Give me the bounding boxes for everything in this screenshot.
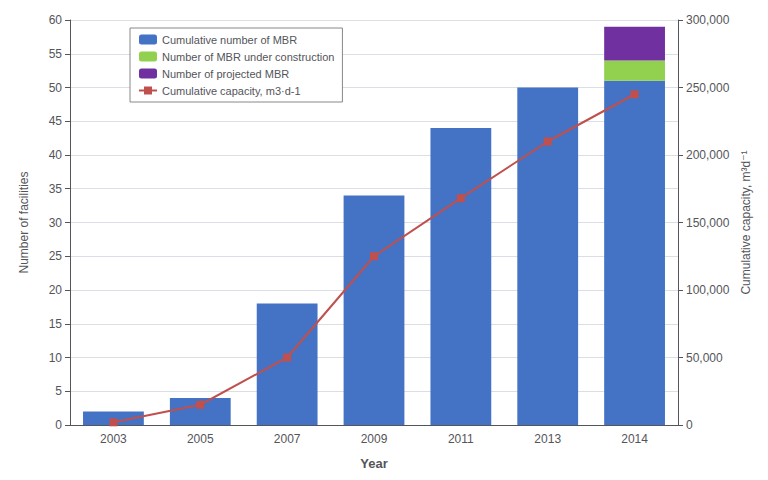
- svg-text:Cumulative number of MBR: Cumulative number of MBR: [162, 34, 297, 46]
- svg-text:15: 15: [49, 317, 63, 331]
- svg-text:300,000: 300,000: [686, 13, 730, 27]
- svg-text:5: 5: [55, 384, 62, 398]
- svg-text:50,000: 50,000: [686, 351, 723, 365]
- svg-text:2005: 2005: [187, 432, 214, 446]
- svg-text:100,000: 100,000: [686, 283, 730, 297]
- svg-text:0: 0: [686, 418, 693, 432]
- svg-text:2013: 2013: [534, 432, 561, 446]
- svg-text:Year: Year: [360, 456, 387, 471]
- svg-text:Number of MBR under constructi: Number of MBR under construction: [162, 51, 334, 63]
- svg-text:35: 35: [49, 182, 63, 196]
- svg-text:20: 20: [49, 283, 63, 297]
- svg-text:150,000: 150,000: [686, 216, 730, 230]
- svg-text:200,000: 200,000: [686, 148, 730, 162]
- svg-text:Number of facilities: Number of facilities: [17, 171, 31, 273]
- svg-text:60: 60: [49, 13, 63, 27]
- svg-text:40: 40: [49, 148, 63, 162]
- svg-text:45: 45: [49, 114, 63, 128]
- svg-text:25: 25: [49, 249, 63, 263]
- svg-text:2011: 2011: [448, 432, 474, 446]
- svg-text:30: 30: [49, 216, 63, 230]
- svg-text:250,000: 250,000: [686, 81, 730, 95]
- svg-text:10: 10: [49, 351, 63, 365]
- svg-text:2009: 2009: [361, 432, 388, 446]
- svg-text:Number of projected MBR: Number of projected MBR: [162, 68, 289, 80]
- svg-text:2007: 2007: [274, 432, 301, 446]
- svg-text:2014: 2014: [621, 432, 648, 446]
- svg-text:55: 55: [49, 47, 63, 61]
- svg-text:0: 0: [55, 418, 62, 432]
- svg-text:Cumulative capacity, m3·d-1: Cumulative capacity, m3·d-1: [162, 85, 301, 97]
- svg-text:Cumulative capacity, m³d⁻¹: Cumulative capacity, m³d⁻¹: [739, 150, 753, 294]
- svg-text:2003: 2003: [100, 432, 127, 446]
- svg-text:50: 50: [49, 81, 63, 95]
